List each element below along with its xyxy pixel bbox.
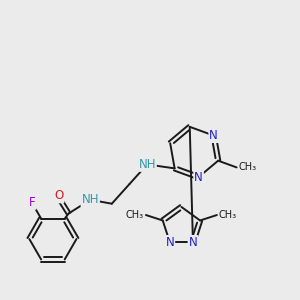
Text: CH₃: CH₃ bbox=[219, 210, 237, 220]
Text: CH₃: CH₃ bbox=[126, 210, 144, 220]
Text: F: F bbox=[29, 196, 36, 209]
Text: N: N bbox=[166, 236, 174, 249]
Text: N: N bbox=[189, 236, 197, 249]
Text: N: N bbox=[194, 171, 203, 184]
Text: CH₃: CH₃ bbox=[238, 162, 257, 172]
Text: NH: NH bbox=[82, 193, 99, 206]
Text: N: N bbox=[209, 129, 218, 142]
Text: O: O bbox=[54, 189, 63, 202]
Text: NH: NH bbox=[138, 158, 156, 171]
